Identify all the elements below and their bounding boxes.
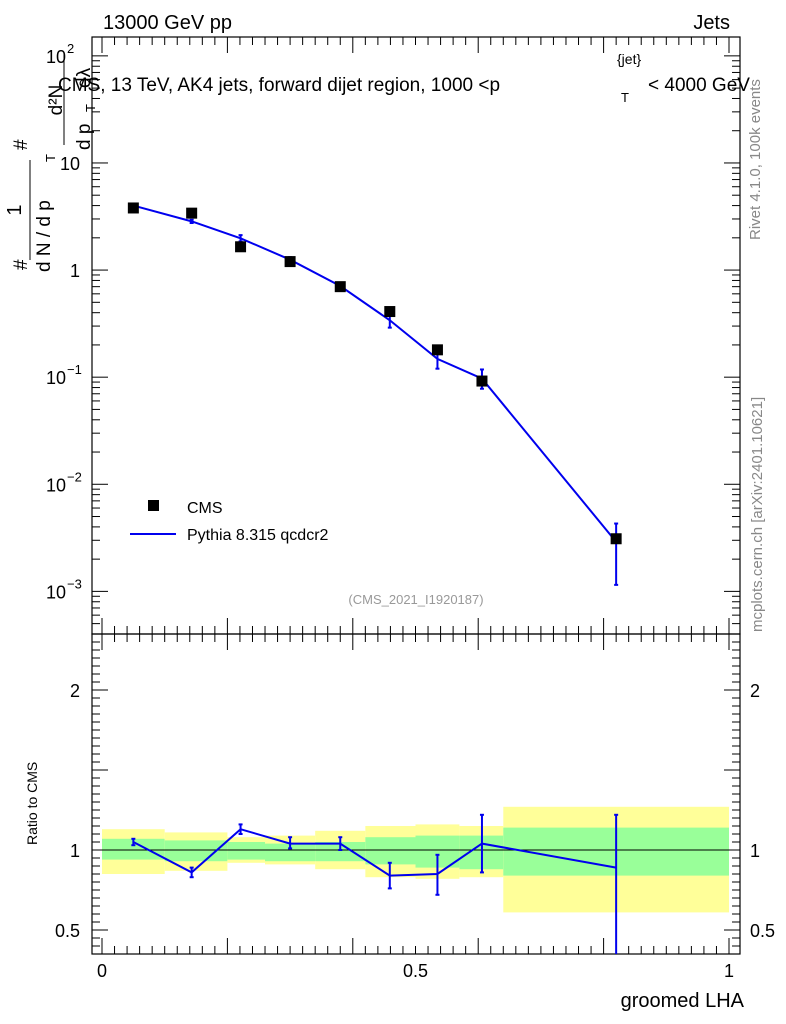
cms-point bbox=[431, 344, 443, 356]
ylabel-one: 1 bbox=[4, 204, 26, 215]
rivet-label: Rivet 4.1.0, 100k events bbox=[747, 79, 764, 240]
main-ytick-label: 10 −2 bbox=[46, 469, 82, 495]
ylabel-hash-1: # bbox=[11, 259, 32, 270]
ratio-xtick-label: 0 bbox=[97, 961, 107, 981]
cms-point bbox=[610, 533, 622, 545]
ratio-xtick-label: 1 bbox=[724, 961, 734, 981]
ratio-xtick-label: 0.5 bbox=[403, 961, 428, 981]
ratio-band-inner bbox=[164, 840, 228, 862]
legend: CMS Pythia 8.315 qcdcr2 bbox=[130, 500, 329, 544]
main-ytick-exp: −3 bbox=[67, 576, 82, 591]
main-ytick-base: 10 bbox=[60, 154, 80, 174]
ratio-ytick-label-left: 1 bbox=[70, 841, 80, 861]
main-ytick-base: 10 bbox=[46, 368, 66, 388]
cms-point bbox=[334, 281, 346, 293]
main-frame bbox=[91, 36, 741, 635]
main-series bbox=[127, 202, 622, 586]
mc-line bbox=[133, 204, 617, 543]
ratio-ytick-label-right: 0.5 bbox=[750, 921, 775, 941]
ratio-ytick-label-left: 0.5 bbox=[55, 921, 80, 941]
header-right: Jets bbox=[693, 12, 730, 34]
ylabel-d2n: d²N bbox=[46, 85, 67, 116]
ratio-bands bbox=[92, 806, 740, 913]
ratio-band-inner bbox=[265, 843, 316, 862]
main-ytick-exp: −2 bbox=[67, 469, 82, 484]
main-ytick-base: 10 bbox=[46, 475, 66, 495]
ylabel-dpt-dl: d p bbox=[74, 124, 95, 150]
mcplots-label: mcplots.cern.ch [arXiv:2401.10621] bbox=[749, 397, 766, 632]
main-ytick-label: 10 bbox=[60, 154, 80, 174]
cms-point bbox=[476, 375, 488, 387]
ratio-band-inner bbox=[102, 838, 165, 860]
legend-cms-label: CMS bbox=[187, 500, 223, 517]
ratio-band-inner bbox=[227, 842, 266, 860]
title-sub: T bbox=[621, 90, 629, 105]
ratio-ytick-label-right: 2 bbox=[750, 681, 760, 701]
analysis-watermark: (CMS_2021_I1920187) bbox=[348, 592, 483, 607]
legend-mc-label: Pythia 8.315 qcdcr2 bbox=[187, 527, 329, 544]
cms-point bbox=[186, 207, 198, 219]
header-left: 13000 GeV pp bbox=[103, 12, 232, 34]
ylabel-hash-2: # bbox=[11, 139, 32, 150]
main-ytick-label: 10 −1 bbox=[46, 362, 82, 388]
ratio-band-inner bbox=[365, 837, 416, 865]
main-title: CMS, 13 TeV, AK4 jets, forward dijet reg… bbox=[58, 51, 750, 105]
ratio-band-inner bbox=[315, 842, 366, 862]
cms-point bbox=[235, 241, 247, 253]
main-ytick-exp: 2 bbox=[67, 41, 74, 56]
main-ytick-exp: −1 bbox=[67, 362, 82, 377]
cms-point bbox=[384, 306, 396, 318]
main-ytick-label: 1 bbox=[70, 261, 80, 281]
main-ytick-base: 10 bbox=[46, 582, 66, 602]
ylabel-sub-t1: T bbox=[43, 154, 58, 162]
main-ylabel: # 1 d N / d p T # d²N d p T dλ bbox=[4, 52, 98, 272]
ratio-axes: 0.5 0.5 1 1 2 2 0 0.5 1 bbox=[55, 633, 775, 981]
legend-cms-marker bbox=[148, 500, 159, 511]
main-ytick-label: 10 2 bbox=[46, 41, 74, 67]
ratio-ytick-label-left: 2 bbox=[70, 681, 80, 701]
ratio-ytick-label-right: 1 bbox=[750, 841, 760, 861]
title-sup: {jet} bbox=[617, 51, 641, 67]
ratio-ylabel: Ratio to CMS bbox=[24, 762, 40, 845]
cms-point bbox=[127, 202, 139, 214]
ylabel-dlambda: dλ bbox=[74, 67, 95, 88]
main-ytick-label: 10 −3 bbox=[46, 576, 82, 602]
ratio-xlabel: groomed LHA bbox=[621, 990, 745, 1012]
title-main: CMS, 13 TeV, AK4 jets, forward dijet reg… bbox=[58, 75, 500, 96]
cms-point bbox=[284, 256, 296, 268]
ratio-series bbox=[131, 813, 619, 954]
main-ytick-base: 1 bbox=[70, 261, 80, 281]
ylabel-dn-dpt: d N / d p bbox=[34, 200, 55, 272]
title-tail: < 4000 GeV bbox=[648, 75, 750, 96]
main-ytick-base: 10 bbox=[46, 47, 66, 67]
ylabel-sub-t2: T bbox=[83, 104, 98, 112]
